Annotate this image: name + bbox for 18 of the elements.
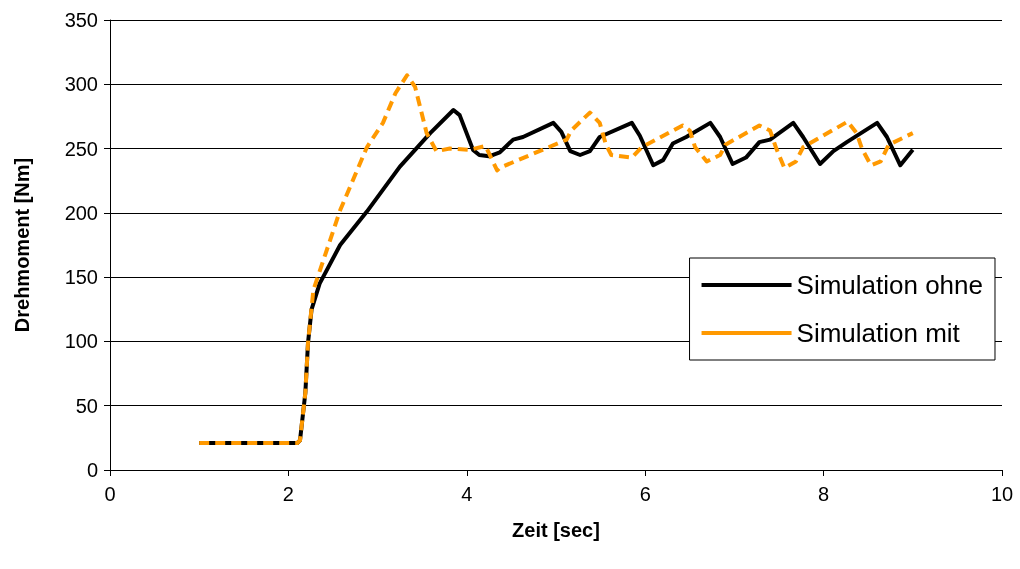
y-tick-label: 250 (64, 137, 98, 160)
x-tick-label: 2 (282, 483, 294, 505)
y-tick-label: 150 (64, 266, 98, 289)
y-tick-label: 300 (64, 73, 98, 96)
x-tick-label: 0 (104, 483, 116, 505)
y-tick-label: 100 (64, 330, 98, 353)
x-tick-label: 10 (990, 483, 1014, 505)
x-axis-title: Zeit [sec] (512, 519, 600, 541)
y-tick-label: 50 (75, 394, 98, 417)
x-tick-label: 6 (639, 483, 651, 505)
y-tick-label: 200 (64, 201, 98, 224)
legend-label: Simulation ohne (796, 270, 984, 300)
y-tick-label: 0 (86, 459, 98, 481)
y-axis-title: Drehmoment [Nm] (11, 157, 33, 333)
x-tick-label: 8 (818, 483, 830, 505)
legend-label: Simulation mit (796, 318, 961, 348)
x-tick-label: 4 (461, 483, 473, 505)
y-tick-label: 350 (64, 9, 98, 31)
